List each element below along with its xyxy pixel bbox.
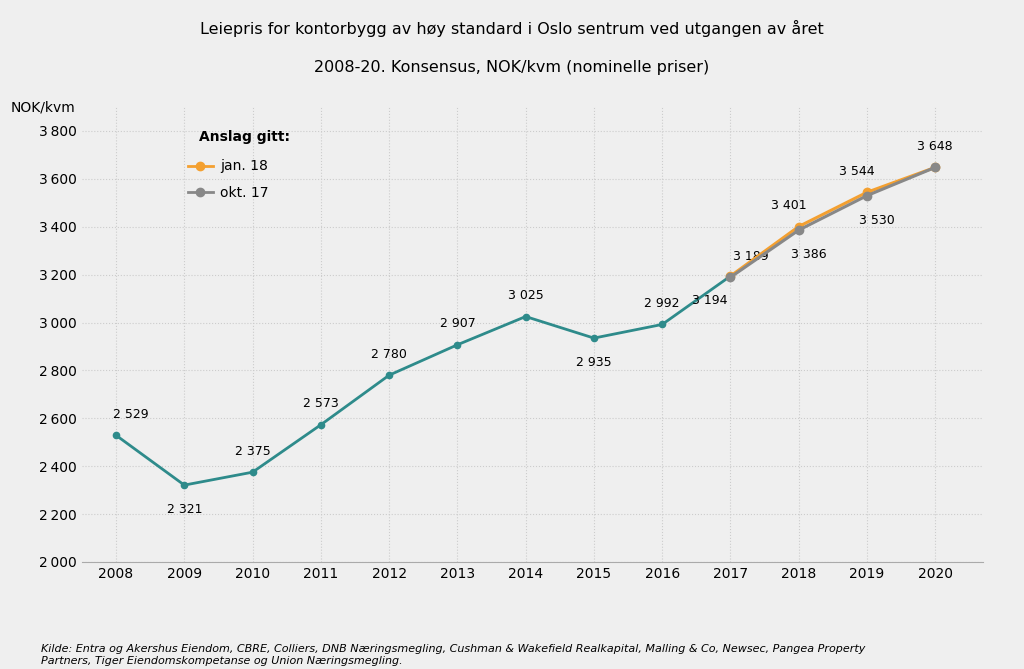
Text: 2 907: 2 907 (439, 317, 475, 330)
Text: 3 544: 3 544 (839, 165, 874, 178)
Text: 3 530: 3 530 (859, 213, 895, 227)
Text: 3 189: 3 189 (733, 250, 769, 263)
Text: 2 321: 2 321 (167, 503, 202, 516)
Text: 3 648: 3 648 (918, 140, 953, 153)
Text: Leiepris for kontorbygg av høy standard i Oslo sentrum ved utgangen av året: Leiepris for kontorbygg av høy standard … (200, 20, 824, 37)
Text: 2 375: 2 375 (234, 445, 270, 458)
Text: 3 386: 3 386 (792, 248, 826, 261)
Text: Kilde: Entra og Akershus Eiendom, CBRE, Colliers, DNB Næringsmegling, Cushman & : Kilde: Entra og Akershus Eiendom, CBRE, … (41, 644, 865, 666)
Text: 2 780: 2 780 (371, 348, 408, 361)
Text: 2 573: 2 573 (303, 397, 339, 410)
Text: 3 025: 3 025 (508, 289, 544, 302)
Text: 2 992: 2 992 (644, 297, 680, 310)
Text: 2 529: 2 529 (113, 408, 148, 421)
Text: 2008-20. Konsensus, NOK/kvm (nominelle priser): 2008-20. Konsensus, NOK/kvm (nominelle p… (314, 60, 710, 75)
Text: Anslag gitt:: Anslag gitt: (199, 130, 290, 144)
Text: 3 194: 3 194 (692, 294, 728, 307)
Text: 3 401: 3 401 (771, 199, 806, 212)
Text: NOK/kvm: NOK/kvm (10, 100, 75, 114)
Text: 2 935: 2 935 (577, 356, 611, 369)
Legend: jan. 18, okt. 17: jan. 18, okt. 17 (188, 159, 268, 200)
